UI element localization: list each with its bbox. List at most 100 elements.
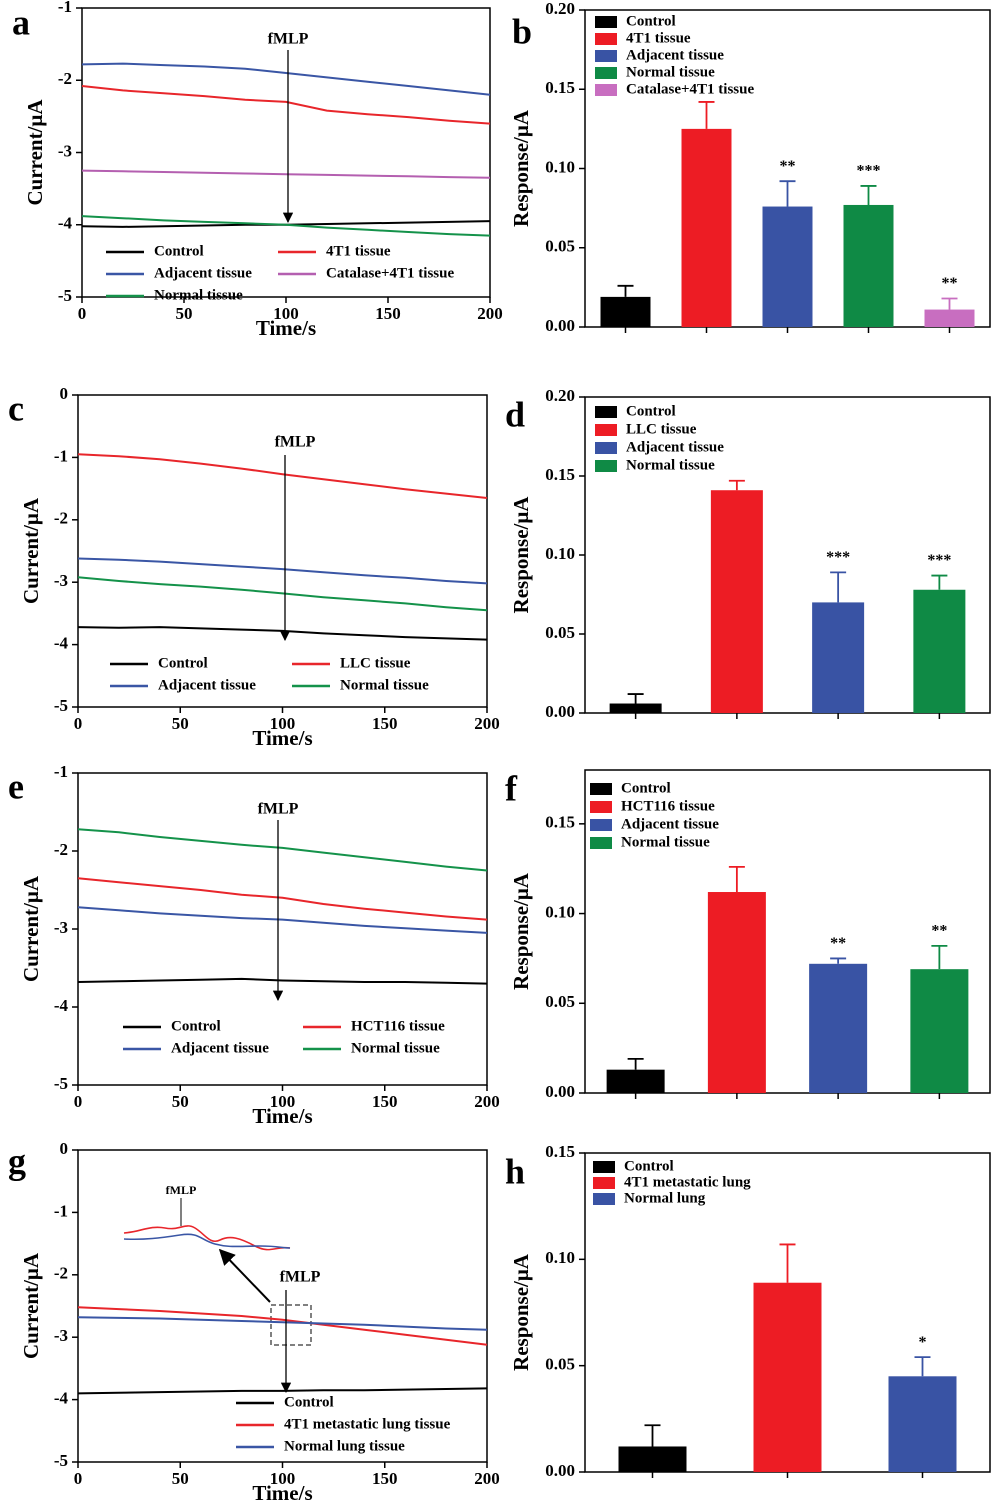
- legend-label: Normal tissue: [626, 457, 715, 473]
- bar: [809, 963, 868, 1093]
- x-tick-label: 50: [172, 1092, 189, 1111]
- inset-line: [123, 1225, 291, 1251]
- y-tick-label: 0: [60, 1139, 69, 1158]
- series-line: [77, 1306, 488, 1346]
- y-tick-label: -3: [54, 918, 68, 937]
- plot-frame: [81, 7, 491, 298]
- series-line: [81, 85, 491, 125]
- x-tick-label: 100: [270, 714, 296, 733]
- series-line: [81, 169, 491, 179]
- legend-label: Normal lung tissue: [284, 1438, 405, 1454]
- legend-label: Control: [624, 1158, 674, 1174]
- legend-swatch: [595, 460, 617, 472]
- legend-label: LLC tissue: [340, 655, 411, 671]
- y-tick-label: -5: [58, 286, 72, 305]
- x-tick-label: 100: [270, 1092, 296, 1111]
- y-tick-label: 0.20: [545, 386, 575, 405]
- y-tick-label: 0.10: [545, 544, 575, 563]
- inset-label: fMLP: [166, 1183, 197, 1197]
- legend-label: Adjacent tissue: [154, 265, 252, 281]
- legend-label: Normal lung: [624, 1190, 706, 1206]
- y-tick-label: -4: [58, 214, 73, 233]
- y-axis-title: Response/μA: [509, 1253, 533, 1371]
- zoom-arrow: [218, 1248, 271, 1303]
- annotation: fMLP: [280, 1269, 321, 1286]
- y-tick-label: 0.10: [545, 1248, 575, 1267]
- legend-label: Catalase+4T1 tissue: [326, 265, 454, 281]
- x-tick-label: 0: [74, 1092, 83, 1111]
- legend-label: 4T1 metastatic lung tissue: [284, 1416, 451, 1432]
- y-tick-label: 0.00: [545, 1461, 575, 1480]
- error-bar: [931, 944, 948, 970]
- y-tick-label: 0.05: [545, 623, 575, 642]
- legend-swatch: [593, 1193, 615, 1205]
- y-axis-title: Response/μA: [509, 496, 533, 614]
- y-tick-label: 0.15: [545, 813, 575, 832]
- y-tick-label: 0.15: [545, 1142, 575, 1161]
- y-tick-label: -2: [54, 509, 68, 528]
- error-bar: [617, 284, 634, 297]
- x-tick-label: 200: [474, 1092, 500, 1111]
- bar: [812, 602, 865, 713]
- panel-letter: c: [8, 388, 24, 428]
- error-bar: [931, 574, 948, 590]
- legend-label: Normal tissue: [154, 287, 243, 303]
- bar: [913, 589, 966, 713]
- significance-label: ***: [826, 549, 850, 566]
- significance-label: **: [780, 158, 796, 175]
- x-tick-label: 200: [477, 304, 503, 323]
- y-tick-label: -4: [54, 996, 69, 1015]
- y-axis-title: Response/μA: [509, 872, 533, 990]
- bar: [707, 892, 766, 1093]
- y-tick-label: -2: [54, 1264, 68, 1283]
- x-tick-label: 0: [74, 1469, 83, 1488]
- legend-swatch: [595, 424, 617, 436]
- significance-label: **: [931, 923, 947, 940]
- y-tick-label: -1: [54, 446, 68, 465]
- error-bar: [830, 571, 847, 603]
- panel-letter: f: [505, 768, 518, 808]
- legend-label: Normal tissue: [351, 1040, 440, 1056]
- y-tick-label: -3: [54, 1326, 68, 1345]
- y-tick-label: 0.00: [545, 702, 575, 721]
- x-tick-label: 100: [270, 1469, 296, 1488]
- series-line: [77, 453, 488, 499]
- error-bar: [728, 866, 745, 893]
- y-axis-title: Current/μA: [19, 497, 43, 604]
- y-tick-label: -1: [58, 0, 72, 16]
- legend-label: Control: [626, 13, 676, 29]
- y-tick-label: 0.05: [545, 992, 575, 1011]
- legend-label: Control: [154, 243, 204, 259]
- y-tick-label: -5: [54, 1074, 68, 1093]
- legend-label: Adjacent tissue: [171, 1040, 269, 1056]
- legend-label: Adjacent tissue: [158, 677, 256, 693]
- annotation: fMLP: [275, 434, 316, 451]
- x-tick-label: 100: [273, 304, 299, 323]
- y-tick-label: -5: [54, 696, 68, 715]
- bar: [843, 204, 894, 327]
- legend-label: 4T1 tissue: [326, 243, 391, 259]
- legend-swatch: [595, 33, 617, 45]
- legend-swatch: [590, 801, 612, 813]
- y-tick-label: 0.15: [545, 465, 575, 484]
- legend-label: HCT116 tissue: [351, 1018, 445, 1034]
- series-line: [81, 215, 491, 237]
- x-tick-label: 150: [372, 714, 398, 733]
- legend-label: 4T1 metastatic lung: [624, 1174, 751, 1190]
- legend-swatch: [595, 67, 617, 79]
- legend-swatch: [595, 406, 617, 418]
- y-axis-title: Current/μA: [19, 1252, 43, 1359]
- legend-label: Control: [284, 1394, 334, 1410]
- error-bar: [779, 180, 796, 207]
- y-tick-label: 0.00: [545, 1082, 575, 1101]
- legend-label: Adjacent tissue: [626, 47, 724, 63]
- x-tick-label: 50: [176, 304, 193, 323]
- error-bar: [779, 1243, 796, 1283]
- legend-swatch: [595, 50, 617, 62]
- y-tick-label: 0: [60, 384, 69, 403]
- error-bar: [627, 693, 644, 704]
- error-bar: [644, 1424, 661, 1447]
- plot-frame: [584, 769, 991, 1094]
- x-tick-label: 0: [78, 304, 87, 323]
- error-bar: [698, 101, 715, 129]
